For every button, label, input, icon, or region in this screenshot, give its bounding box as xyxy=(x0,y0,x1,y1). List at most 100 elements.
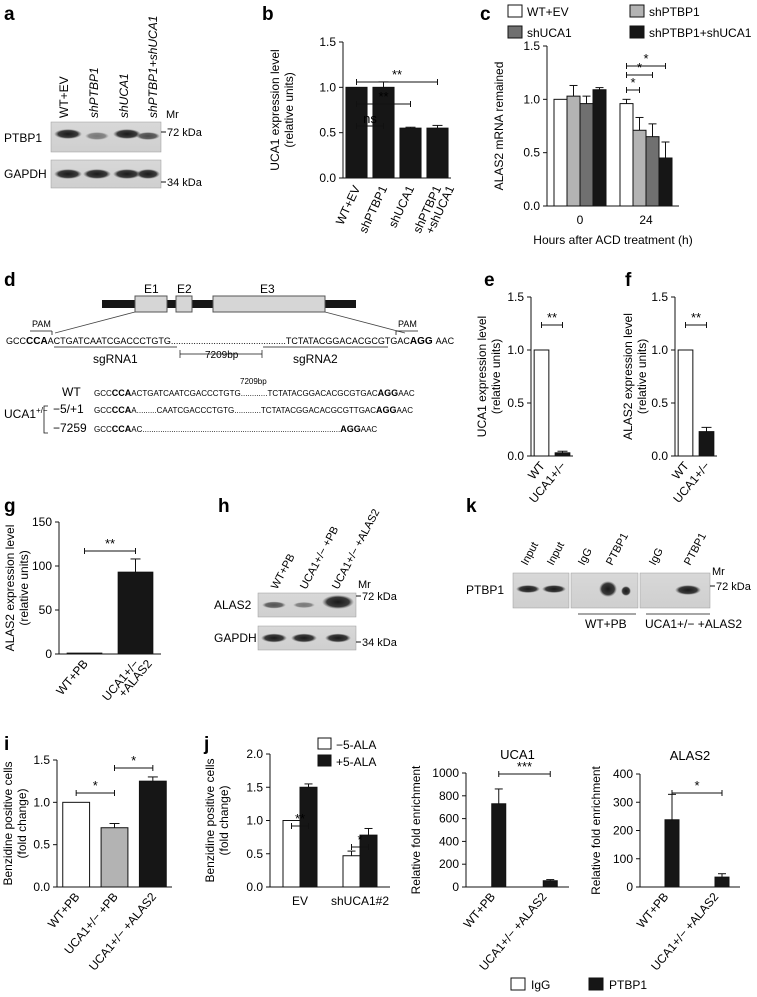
bar xyxy=(491,803,507,888)
y-tick-label: 1.0 xyxy=(523,92,540,106)
chart-e: 0.0 0.5 1.0 1.5 UCA1 expression level (relati… xyxy=(475,290,573,506)
blot-k-group-2: UCA1+/− +ALAS2 xyxy=(645,617,742,631)
allele-2-name: −5/+1 xyxy=(53,402,84,416)
rip-legend-igg: IgG xyxy=(531,978,550,992)
bar xyxy=(553,98,568,207)
bar xyxy=(632,129,647,207)
y-tick-label: 200 xyxy=(439,857,459,871)
panel-letter-g: g xyxy=(4,496,16,517)
sig-label: * xyxy=(630,75,635,90)
exon-3-label: E3 xyxy=(260,282,275,296)
chart-j: 0.0 0.5 1.0 1.5 2.0 Benzidine positive cells(… xyxy=(203,737,390,908)
x-tick-label: EV xyxy=(292,894,308,908)
legend-swatch xyxy=(507,4,523,18)
blot-a-lane-2: shPTBP1 xyxy=(87,67,101,118)
sequence-line: GCCCCAACTGATCAATCGACCCTGTG..............… xyxy=(6,336,455,347)
y-tick-label: 150 xyxy=(32,515,52,529)
blot-h-row-2: GAPDH xyxy=(214,631,257,645)
bar xyxy=(698,431,715,457)
bar xyxy=(282,820,301,888)
blot-h-marker-1: 72 kDa xyxy=(362,591,398,603)
y-tick-label: 400 xyxy=(613,767,633,781)
y-tick-label: 0.5 xyxy=(507,396,524,410)
y-tick-label: 50 xyxy=(39,603,53,617)
panel-letter-f: f xyxy=(625,270,632,291)
panel-letter-i: i xyxy=(4,734,9,755)
y-tick-label: 1.0 xyxy=(33,795,50,809)
x-tick-label: 24 xyxy=(639,213,653,227)
y-tick-label: 800 xyxy=(439,789,459,803)
gene-diagram-d: E1 E2 E3 PAM PAM GCCCCAACTGATCAATCGACCCT… xyxy=(4,282,455,435)
y-tick-label: 100 xyxy=(613,852,633,866)
y-tick-label: 0.5 xyxy=(33,838,50,852)
y-tick-label: 0.5 xyxy=(651,396,668,410)
sig-label: ** xyxy=(105,536,115,551)
sig-label: ** xyxy=(691,310,701,325)
bar xyxy=(299,786,318,888)
bar xyxy=(566,95,581,207)
legend-swatch xyxy=(507,25,523,39)
x-tick-label: shUCA1#2 xyxy=(331,894,389,908)
y-axis-label: Relative fold enrichment xyxy=(409,765,423,894)
y-tick-label: 0.0 xyxy=(319,171,336,185)
panel-letter-b: b xyxy=(262,4,274,25)
sig-label: ** xyxy=(378,89,388,104)
y-axis-label: UCA1 expression level xyxy=(475,316,489,437)
sig-label: * xyxy=(637,60,642,75)
legend-swatch xyxy=(317,737,332,750)
bar xyxy=(658,157,673,207)
legend-swatch xyxy=(629,4,645,18)
bar xyxy=(62,801,91,888)
bar xyxy=(619,103,634,207)
panel-letter-a: a xyxy=(4,4,15,25)
exon-1 xyxy=(134,295,168,313)
x-tick-label: WT+PB xyxy=(45,890,83,931)
blot-a-mr: Mr xyxy=(166,109,179,121)
y-axis-label: (relative units) xyxy=(17,550,31,625)
bar xyxy=(117,571,154,655)
gap-label: 7209bp xyxy=(205,350,239,361)
y-tick-label: 0.0 xyxy=(33,880,50,894)
bar xyxy=(345,86,368,179)
bar xyxy=(138,780,167,888)
x-axis-label: Hours after ACD treatment (h) xyxy=(533,233,692,247)
chart-c: 0.0 0.5 1.0 1.5 ALAS2 mRNA remained 0 24 Hours … xyxy=(492,4,752,247)
sig-label: * xyxy=(131,753,136,768)
blot-h-marker-2: 34 kDa xyxy=(362,637,398,649)
legend-label: shPTBP1+shUCA1 xyxy=(649,26,752,40)
bar xyxy=(100,827,129,888)
y-axis-label: (relative units) xyxy=(489,339,503,414)
chart-title: ALAS2 xyxy=(670,748,710,763)
bar xyxy=(579,103,594,207)
chart-title: UCA1 xyxy=(500,747,535,762)
allele-3-seq: GCCCCAAC................................… xyxy=(94,424,377,434)
y-tick-label: 1.0 xyxy=(651,343,668,357)
y-tick-label: 1000 xyxy=(432,766,459,780)
y-axis-label: Benzidine positive cells xyxy=(203,758,217,882)
y-tick-label: 400 xyxy=(439,834,459,848)
rip-legend-ptbp1: PTBP1 xyxy=(609,978,647,992)
blot-k-marker: 72 kDa xyxy=(716,581,752,593)
blot-h-row-1: ALAS2 xyxy=(214,598,252,612)
exon-2-label: E2 xyxy=(177,282,192,296)
pam-right: PAM xyxy=(398,319,417,329)
blot-k-lane-3: IgG xyxy=(576,546,595,567)
sgrna2-label: sgRNA2 xyxy=(293,352,338,366)
y-axis-label: (fold change) xyxy=(15,788,29,858)
blot-k-row: PTBP1 xyxy=(466,583,504,597)
bar xyxy=(664,819,680,888)
panel-letter-h: h xyxy=(218,496,230,517)
blot-h: WT+PB UCA1+/− +PB UCA1+/− +ALAS2 Mr ALAS… xyxy=(214,507,398,651)
sig-label: *** xyxy=(517,759,532,774)
y-axis-label: ALAS2 expression level xyxy=(621,313,635,440)
legend-label: −5-ALA xyxy=(336,738,376,752)
sig-label: ** xyxy=(392,67,402,82)
y-tick-label: 100 xyxy=(32,559,52,573)
y-axis-label: Benzidine positive cells xyxy=(1,761,15,885)
sig-label: ** xyxy=(547,310,557,325)
x-tick-label: WT+PB xyxy=(461,890,499,931)
legend-label: +5-ALA xyxy=(336,755,376,769)
bar xyxy=(426,127,449,179)
x-tick-label: WT+PB xyxy=(634,890,672,931)
